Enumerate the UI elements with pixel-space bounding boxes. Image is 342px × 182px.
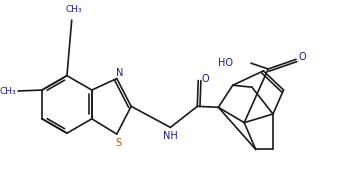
Text: S: S [116, 138, 122, 148]
Text: N: N [116, 68, 123, 78]
Text: HO: HO [218, 58, 233, 68]
Text: O: O [201, 74, 209, 84]
Text: CH₃: CH₃ [65, 5, 82, 14]
Text: O: O [299, 52, 306, 62]
Text: NH: NH [163, 131, 178, 141]
Text: CH₃: CH₃ [0, 86, 16, 96]
